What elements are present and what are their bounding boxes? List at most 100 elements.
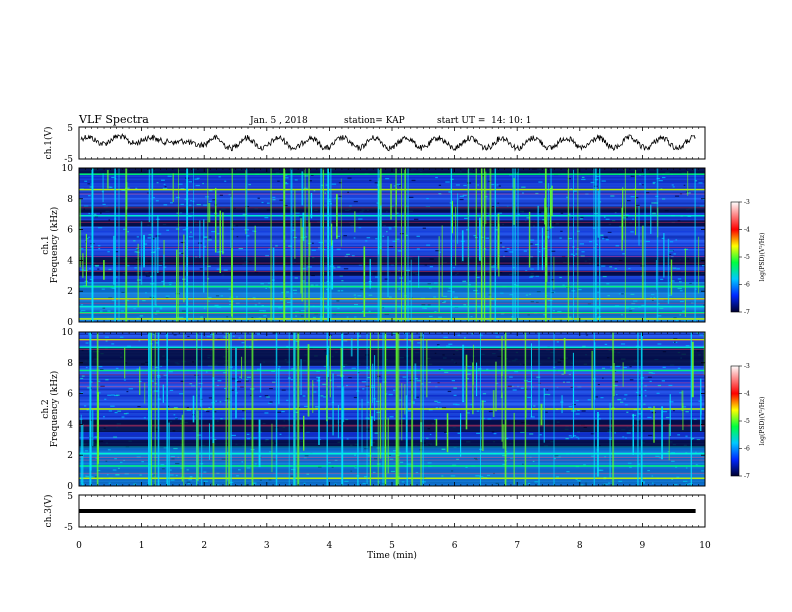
spectrogram-spheric: [405, 395, 407, 453]
spectrogram-row: [79, 383, 705, 385]
spectrogram-spheric: [438, 236, 440, 313]
spectrogram-speck: [105, 340, 108, 342]
spectrogram-spheric: [199, 220, 201, 258]
spectrogram-speck: [648, 434, 653, 437]
spectrogram-speck: [328, 462, 331, 464]
spectrogram-speck: [477, 184, 479, 186]
spectrogram-row: [79, 345, 705, 348]
spectrogram-speck: [699, 205, 705, 207]
spectrogram-spheric: [302, 212, 305, 241]
spectrogram-speck: [217, 380, 222, 382]
spectrogram-speck: [428, 381, 431, 384]
spectrogram-speck: [560, 212, 564, 214]
spectrogram-speck: [516, 484, 520, 486]
spectrogram-speck: [374, 182, 379, 184]
spectrogram-row: [79, 183, 705, 185]
spectrogram-speck: [99, 212, 102, 214]
spectrogram-speck: [156, 310, 160, 312]
spectrogram-speck: [314, 406, 319, 408]
spectrogram-speck: [94, 213, 97, 215]
spectrogram-tone-line: [79, 188, 705, 191]
spectrogram-speck: [624, 394, 628, 396]
spectrogram-row: [79, 401, 705, 403]
spectrogram-speck: [312, 384, 315, 386]
spectrogram-speck: [429, 266, 434, 268]
spectrogram-speck: [322, 248, 326, 251]
spectrogram-speck: [602, 275, 607, 278]
spectrogram-row: [79, 240, 705, 242]
spectrogram-speck: [179, 212, 183, 214]
spectrogram-speck: [398, 288, 401, 290]
spectrogram-speck: [632, 300, 638, 302]
spectrogram-speck: [543, 314, 547, 316]
spectrogram-tone-line: [79, 305, 705, 308]
spectrogram-speck: [237, 469, 241, 471]
spectrogram-speck: [630, 196, 635, 198]
spectrogram-speck: [302, 395, 306, 397]
spectrogram-speck: [427, 304, 431, 306]
spectrogram-speck: [550, 291, 555, 294]
spectrogram-speck: [247, 438, 250, 440]
spectrogram-speck: [173, 334, 177, 336]
spectrogram-spheric: [308, 168, 310, 322]
spectrogram-speck: [80, 377, 84, 380]
spectrogram-speck: [202, 182, 204, 185]
spectrogram-speck: [351, 367, 356, 369]
spectrogram-speck: [388, 454, 392, 456]
figure-title: VLF Spectra: [78, 113, 149, 126]
spectrogram-speck: [476, 432, 481, 435]
spectrogram-spheric: [525, 381, 527, 418]
spectrogram-speck: [209, 190, 213, 192]
spectrogram-speck: [615, 394, 618, 396]
spectrogram-speck: [336, 235, 340, 237]
spectrogram-speck: [675, 466, 678, 468]
spectrogram-speck: [106, 474, 109, 476]
time-xtick-label: 4: [327, 541, 333, 551]
spectrogram-speck: [459, 195, 464, 197]
spectrogram-speck: [556, 341, 559, 343]
spectrogram-speck: [506, 247, 510, 250]
spectrogram-speck: [215, 295, 220, 297]
spectrogram-spheric: [207, 168, 209, 322]
spectrogram-speck: [188, 236, 193, 238]
spectrogram-tone-line: [79, 247, 705, 248]
spectrogram-speck: [281, 410, 285, 413]
spectrogram-tone-line: [79, 214, 705, 217]
spectrogram-tone-line: [79, 452, 705, 455]
spectrogram-spheric: [481, 400, 484, 452]
spectrogram-speck: [384, 278, 388, 280]
spectrogram-speck: [642, 481, 646, 483]
spectrogram-speck: [312, 316, 316, 319]
spectrogram-speck: [476, 410, 480, 412]
spectrogram-spheric: [591, 350, 593, 409]
spectrogram-speck: [216, 306, 222, 309]
spectrogram-row: [79, 473, 705, 475]
spectrogram-speck: [152, 238, 156, 240]
spectrogram-speck: [295, 315, 298, 317]
spectrogram-spheric: [270, 168, 272, 322]
spectrogram-tone-line: [79, 477, 705, 480]
spectrogram-speck: [189, 383, 193, 385]
spectrogram-speck: [668, 294, 673, 296]
spectrogram-speck: [257, 197, 260, 199]
frequency-tick-label: 0: [67, 318, 73, 328]
spectrogram-speck: [104, 336, 109, 338]
spectrogram-tone-line: [79, 262, 705, 264]
spectrogram-speck: [646, 192, 650, 194]
spectrogram-speck: [535, 192, 539, 195]
spectrogram-speck: [399, 233, 405, 235]
spectrogram-speck: [545, 236, 550, 238]
spectrogram-speck: [391, 332, 396, 334]
spectrogram-speck: [196, 177, 200, 179]
spectrogram-spheric: [577, 168, 579, 322]
spectrogram-row: [79, 336, 705, 339]
spectrogram-speck: [305, 236, 308, 238]
spectrogram-speck: [538, 251, 541, 253]
colorbar-tick-label: -5: [744, 254, 750, 261]
spectrogram-speck: [554, 457, 556, 460]
spectrogram-speck: [446, 345, 450, 347]
spectrogram-speck: [677, 367, 681, 369]
spectrogram-spheric: [81, 424, 84, 486]
spectrogram-speck: [568, 406, 573, 408]
spectrogram-speck: [101, 288, 105, 290]
